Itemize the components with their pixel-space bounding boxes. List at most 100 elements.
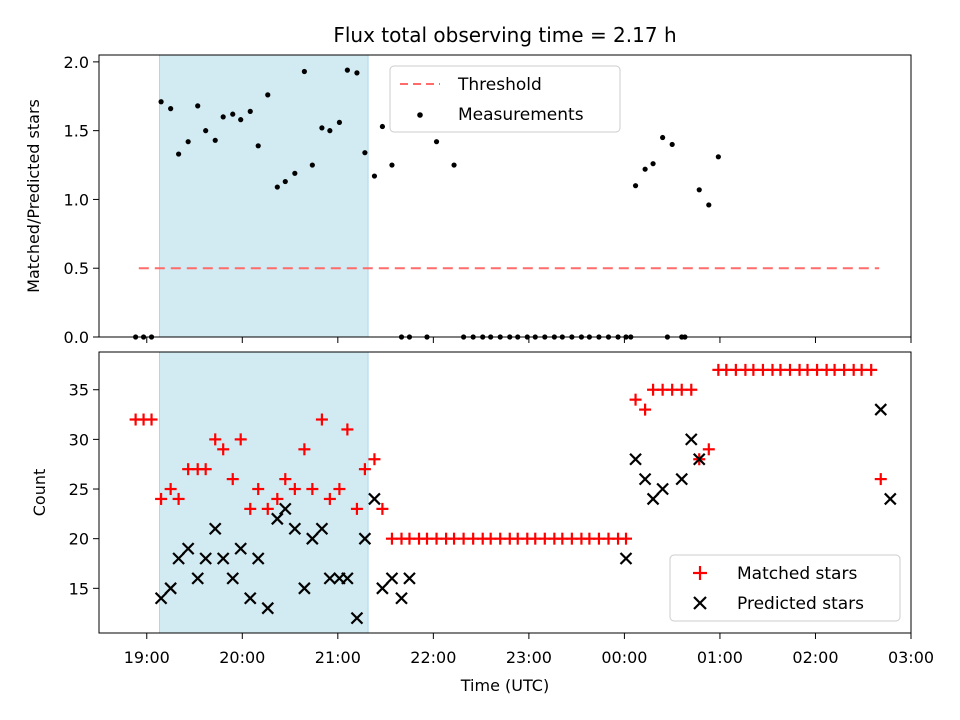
predicted-star-point — [251, 552, 265, 565]
predicted-star-point — [199, 552, 212, 565]
matched-star-point — [333, 483, 346, 496]
matched-star-point — [620, 532, 633, 545]
matched-star-point — [874, 473, 887, 486]
y-tick-label: 30 — [69, 430, 89, 449]
predicted-star-point — [629, 452, 642, 466]
predicted-star-point — [234, 542, 247, 555]
predicted-stars-legend-label: Predicted stars — [737, 594, 864, 614]
measurement-point — [176, 151, 182, 157]
predicted-star-point — [306, 532, 319, 545]
measurement-point — [255, 143, 261, 149]
predicted-star-point — [874, 403, 888, 416]
measurement-point — [660, 134, 666, 141]
predicted-star-point — [243, 591, 257, 605]
matched-star-point — [639, 403, 652, 416]
matched-stars-legend-swatch — [693, 566, 707, 580]
x-tick-label: 01:00 — [697, 648, 743, 667]
predicted-star-point — [271, 512, 284, 526]
measurement-point — [292, 170, 298, 176]
matched-star-point — [164, 483, 177, 496]
measurement-point — [362, 150, 368, 156]
measurement-point — [168, 106, 174, 112]
measurement-point — [327, 128, 333, 134]
predicted-star-point — [692, 452, 706, 466]
measurement-point — [230, 111, 236, 117]
predicted-star-point — [638, 472, 652, 486]
matched-star-point — [629, 393, 642, 406]
matched-stars-legend-label: Matched stars — [737, 564, 857, 584]
x-tick-label: 03:00 — [888, 648, 934, 667]
y-tick-label: 0.0 — [64, 328, 89, 347]
bottom-plot-marks — [129, 363, 897, 625]
matched-star-point — [350, 502, 363, 515]
predicted-star-point — [395, 591, 408, 605]
matched-star-point — [145, 413, 158, 426]
matched-star-point — [172, 492, 185, 505]
measurement-point — [632, 183, 639, 189]
measurement-point — [203, 128, 209, 134]
predicted-stars-legend-swatch — [693, 596, 707, 610]
highlight-span-rect — [159, 54, 369, 338]
predicted-star-point — [385, 572, 399, 585]
predicted-star-point — [288, 522, 302, 536]
measurement-point — [212, 137, 218, 143]
matched-star-point — [685, 383, 698, 396]
top-y-axis-label: Matched/Predicted stars — [24, 99, 43, 293]
top-plot-marks — [133, 67, 721, 340]
bottom-legend-box — [669, 554, 901, 622]
measurement-point — [451, 162, 457, 168]
x-tick-label: 19:00 — [124, 648, 170, 667]
highlight-span-rect — [159, 351, 369, 634]
matched-star-point — [298, 443, 311, 456]
top-x-axis — [146, 337, 912, 343]
x-tick-label: 22:00 — [410, 648, 456, 667]
predicted-star-point — [191, 572, 204, 585]
predicted-star-point — [261, 601, 275, 615]
matched-star-point — [865, 363, 878, 376]
matched-star-point — [234, 433, 247, 446]
top-legend: Threshold Measurements — [389, 65, 621, 133]
y-tick-label: 25 — [69, 480, 89, 499]
predicted-star-point — [358, 532, 372, 545]
measurement-point — [195, 103, 201, 109]
matched-star-point — [702, 443, 715, 456]
predicted-star-point — [298, 582, 311, 595]
y-tick-label: 2.0 — [64, 53, 89, 72]
predicted-star-point — [884, 492, 897, 506]
top-panel: 0.00.51.01.52.0 Matched/Predicted stars … — [24, 53, 912, 347]
predicted-star-point — [164, 582, 177, 595]
matched-star-point — [261, 502, 274, 515]
y-tick-label: 15 — [69, 579, 89, 598]
matched-star-point — [271, 492, 284, 505]
predicted-star-point — [619, 552, 633, 565]
top-legend-box — [389, 65, 621, 133]
matched-star-point — [368, 453, 381, 466]
matched-star-point — [226, 473, 239, 486]
bottom-y-axis: 15 20 25 30 35 — [69, 381, 99, 598]
y-tick-label: 35 — [69, 381, 89, 400]
measurement-point — [696, 187, 702, 193]
y-tick-label: 1.5 — [64, 122, 89, 141]
measurement-point — [371, 173, 378, 179]
measurement-point — [344, 67, 350, 73]
matched-star-point — [306, 483, 319, 496]
measurement-point — [247, 108, 253, 114]
matched-star-point — [288, 483, 301, 496]
x-tick-label: 21:00 — [315, 648, 361, 667]
predicted-star-point — [323, 572, 337, 585]
predicted-star-point — [315, 522, 329, 536]
bottom-axes-frame — [98, 351, 912, 634]
predicted-star-point — [403, 572, 416, 585]
measurement-point — [433, 139, 440, 145]
x-tick-label: 23:00 — [506, 648, 552, 667]
matched-star-point — [155, 492, 168, 505]
bottom-x-axis: 19:00 20:00 21:00 22:00 23:00 00:00 01:00 02:00… — [124, 633, 934, 667]
top-axes-frame — [98, 54, 912, 338]
measurement-point — [158, 99, 164, 105]
measurement-point — [319, 125, 325, 131]
x-axis-label: Time (UTC) — [460, 676, 549, 695]
measurement-point — [706, 202, 712, 208]
predicted-star-point — [350, 611, 364, 625]
predicted-star-point — [154, 591, 168, 605]
